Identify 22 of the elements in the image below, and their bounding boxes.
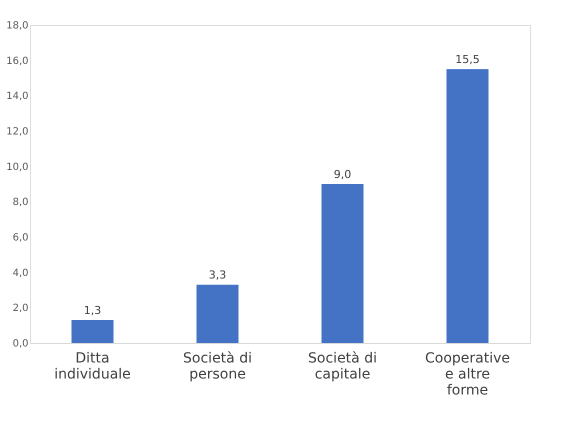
data-label: 9,0 <box>334 168 352 181</box>
y-tick-label: 2,0 <box>12 303 28 314</box>
data-label: 15,5 <box>455 53 480 66</box>
x-tick-label: Ditta individuale <box>54 350 131 382</box>
bar <box>196 284 238 343</box>
y-tick-label: 16,0 <box>6 56 28 67</box>
x-tick-label: Cooperative e altre forme <box>424 350 510 398</box>
y-tick-label: 18,0 <box>6 20 28 32</box>
y-tick-label: 12,0 <box>6 126 28 138</box>
x-tick-label: Società di capitale <box>308 350 377 382</box>
y-tick-label: 0,0 <box>12 338 28 350</box>
data-label: 1,3 <box>84 304 102 318</box>
bar <box>72 320 114 343</box>
y-tick-label: 10,0 <box>6 162 28 173</box>
y-tick-label: 6,0 <box>12 232 28 244</box>
y-tick-label: 4,0 <box>12 268 28 279</box>
bar <box>322 184 364 343</box>
x-tick-label: Società di persone <box>183 350 252 382</box>
bar <box>446 69 488 343</box>
y-tick-label: 14,0 <box>6 91 28 102</box>
data-label: 3,3 <box>208 268 226 282</box>
y-tick-label: 8,0 <box>12 197 28 208</box>
